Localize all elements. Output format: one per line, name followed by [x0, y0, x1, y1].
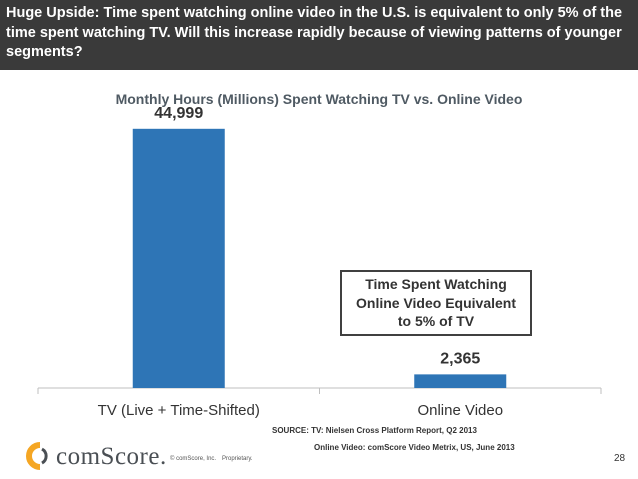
- slide-header: Huge Upside: Time spent watching online …: [0, 0, 638, 70]
- chart-title: Monthly Hours (Millions) Spent Watching …: [115, 91, 523, 107]
- data-label: 2,365: [440, 350, 480, 367]
- copyright-text: © comScore, Inc.: [170, 456, 217, 462]
- callout-line: to 5% of TV: [397, 313, 475, 329]
- bar: [132, 128, 225, 388]
- proprietary-text: Proprietary.: [222, 456, 253, 462]
- page-number: 28: [614, 453, 626, 464]
- source-note-online: Online Video: comScore Video Metrix, US,…: [314, 443, 515, 452]
- callout-line: Time Spent Watching: [365, 276, 507, 292]
- category-label: TV (Live + Time-Shifted): [98, 402, 260, 419]
- comscore-wordmark: comScore.: [56, 443, 167, 470]
- bar: [414, 374, 507, 388]
- slide-headline: Huge Upside: Time spent watching online …: [6, 5, 623, 60]
- data-label: 44,999: [154, 105, 203, 122]
- callout-line: Online Video Equivalent: [356, 294, 516, 311]
- category-label: Online Video: [417, 402, 503, 419]
- source-note-tv: SOURCE: TV: Nielsen Cross Platform Repor…: [272, 426, 477, 435]
- callout-box: Time Spent Watching Online Video Equival…: [340, 270, 532, 336]
- comscore-logo-icon: [26, 442, 48, 470]
